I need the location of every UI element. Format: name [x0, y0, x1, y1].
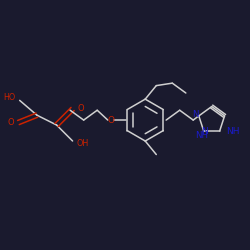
- Text: O: O: [107, 116, 114, 124]
- Text: NH: NH: [226, 126, 240, 136]
- Text: N: N: [192, 110, 199, 119]
- Text: OH: OH: [76, 139, 88, 148]
- Text: N: N: [202, 126, 208, 136]
- Text: HO: HO: [4, 94, 16, 102]
- Text: O: O: [77, 104, 84, 114]
- Text: O: O: [7, 118, 14, 127]
- Text: NH: NH: [195, 131, 208, 140]
